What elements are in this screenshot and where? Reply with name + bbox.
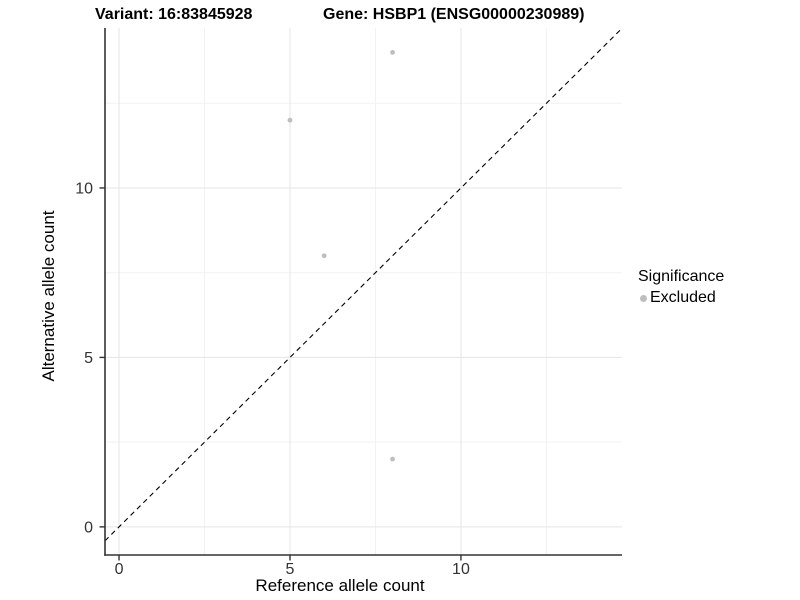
plot-title-gene: Gene: HSBP1 (ENSG00000230989) [323, 6, 585, 23]
x-tick-label: 5 [286, 561, 295, 578]
x-tick-label: 10 [452, 561, 470, 578]
y-tick-label: 10 [75, 180, 93, 197]
legend-point-icon [640, 294, 647, 302]
x-tick-label: 0 [115, 561, 124, 578]
data-point [390, 50, 395, 55]
identity-reference-line [104, 27, 623, 542]
plot-title-variant: Variant: 16:83845928 [95, 6, 253, 23]
y-tick-label: 5 [84, 350, 93, 367]
legend-title: Significance [638, 268, 725, 285]
y-tick-label: 0 [84, 519, 93, 536]
x-axis-title: Reference allele count [255, 576, 425, 595]
y-axis-title: Alternative allele count [39, 210, 58, 382]
legend-entry-excluded: Excluded [640, 289, 724, 307]
data-point [390, 456, 395, 462]
legend: Significance Excluded [638, 268, 724, 307]
data-point [321, 253, 327, 259]
data-point [287, 117, 293, 123]
legend-entry-label: Excluded [650, 289, 716, 306]
